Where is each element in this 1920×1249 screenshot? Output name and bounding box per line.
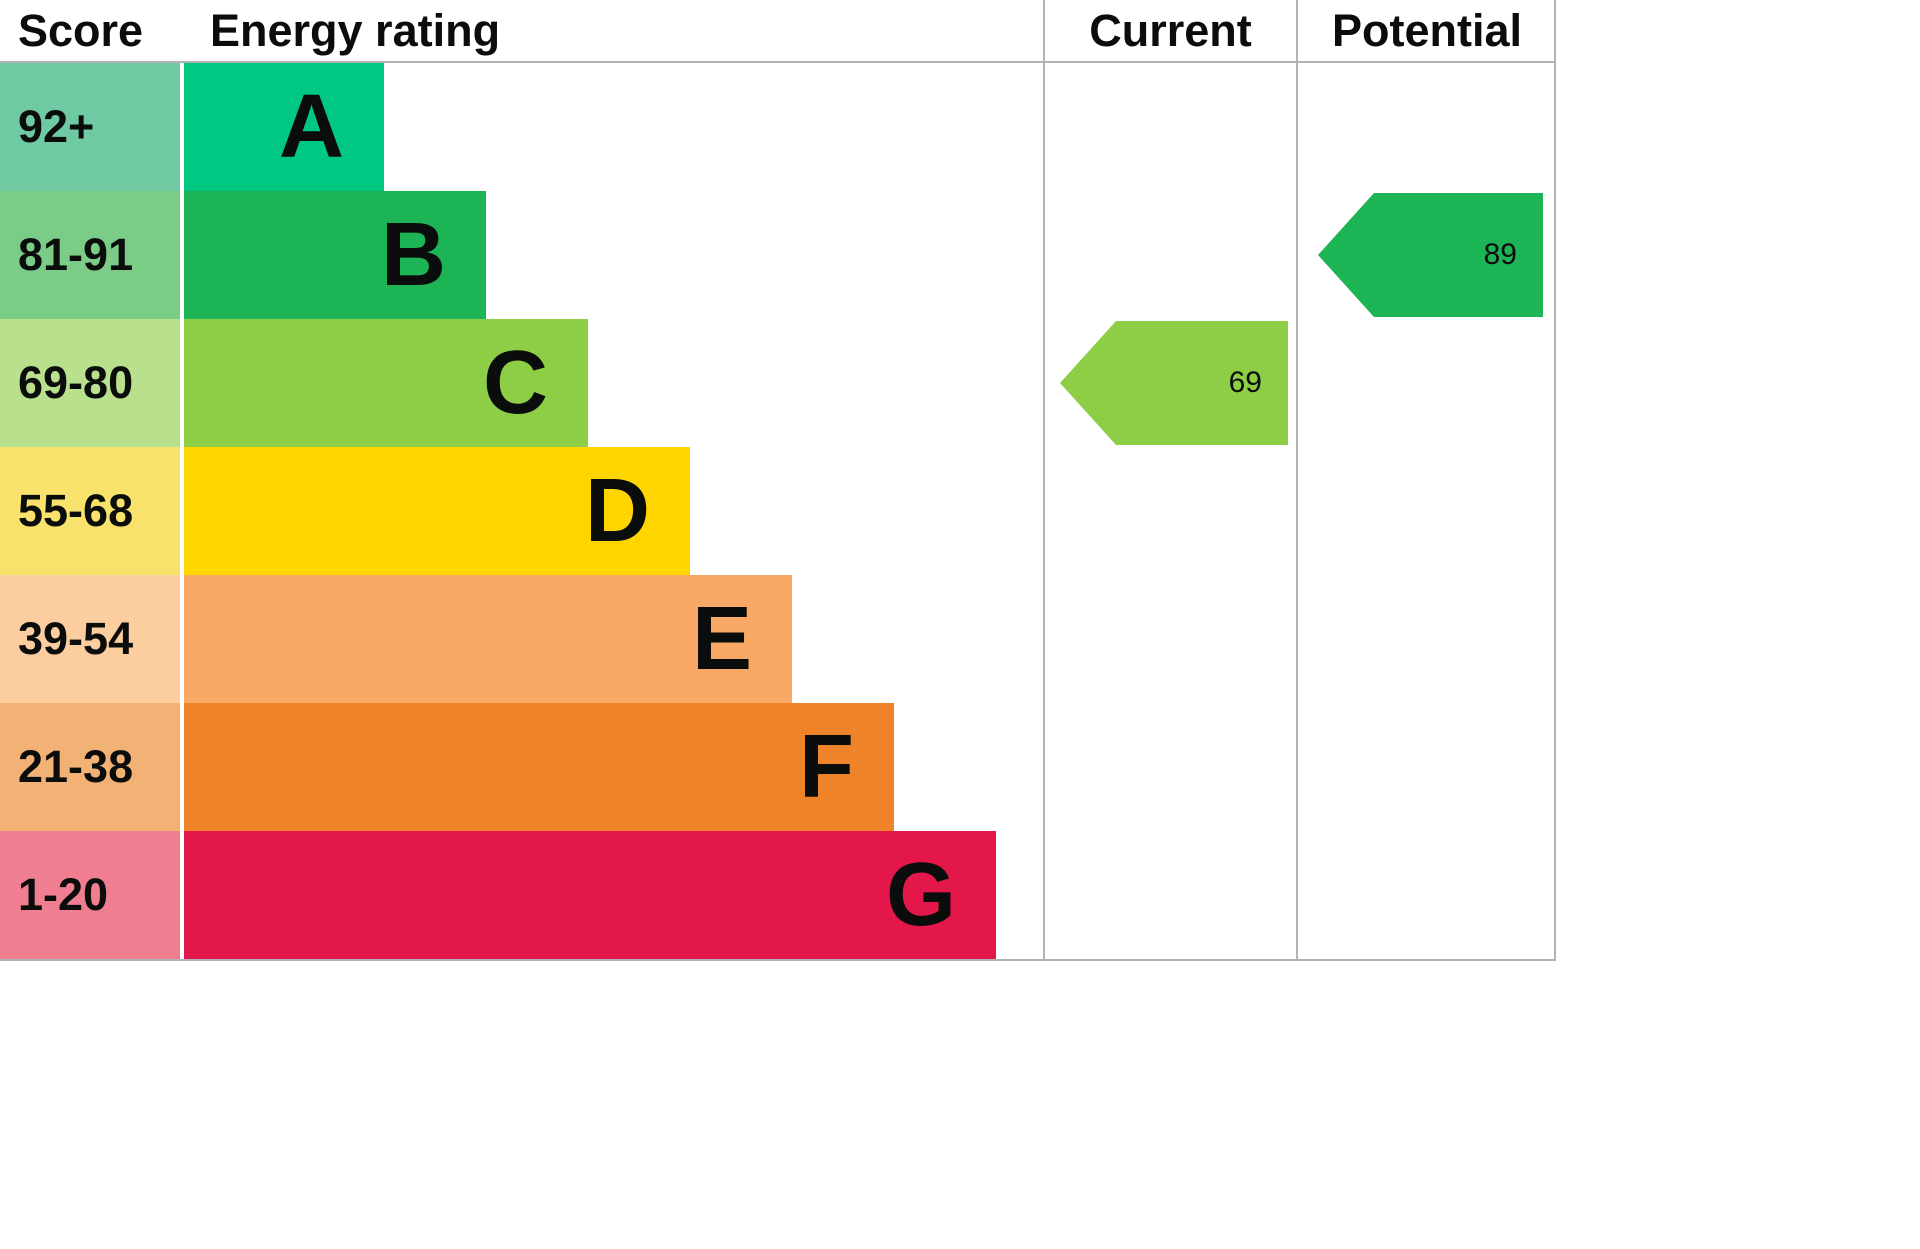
rating-letter-c: C [483,333,548,433]
band-row-c: 69-80 C [0,319,1556,447]
score-range-b: 81-91 [0,191,180,319]
potential-column-divider [1296,0,1298,959]
rating-bar-e: E [184,575,792,703]
energy-rating-column-header: Energy rating [210,5,501,56]
band-row-d: 55-68 D [0,447,1556,575]
potential-rating-value: 89 [1483,238,1517,271]
score-range-e: 39-54 [0,575,180,703]
rating-letter-f: F [799,717,854,817]
band-row-a: 92+ A [0,63,1556,191]
potential-rating-arrow: 89 [1318,193,1543,317]
chart-header: Score Energy rating Current Potential [0,0,1556,63]
score-range-f: 21-38 [0,703,180,831]
rating-letter-a: A [279,77,344,177]
rating-letter-e: E [691,589,752,689]
band-row-e: 39-54 E [0,575,1556,703]
right-border-line [1554,0,1556,959]
potential-column-header: Potential [1331,5,1523,56]
epc-rating-chart: Score Energy rating Current Potential 92… [0,0,1556,961]
score-column-header: Score [18,5,144,56]
current-rating-value: 69 [1228,366,1262,399]
current-rating-arrow: 69 [1060,321,1288,445]
rating-bar-a: A [184,63,384,191]
bottom-border-line [0,959,1556,961]
current-column-divider [1043,0,1045,959]
rating-bar-b: B [184,191,486,319]
rating-bar-f: F [184,703,894,831]
score-range-c: 69-80 [0,319,180,447]
rating-bar-g: G [184,831,996,959]
rating-letter-g: G [885,845,956,945]
rating-letter-d: D [585,461,650,561]
band-row-b: 81-91 B [0,191,1556,319]
score-range-d: 55-68 [0,447,180,575]
band-row-f: 21-38 F [0,703,1556,831]
score-range-g: 1-20 [0,831,180,959]
band-row-g: 1-20 G [0,831,1556,959]
score-range-a: 92+ [0,63,180,191]
rating-letter-b: B [381,205,446,305]
current-column-header: Current [1089,5,1252,56]
rating-bar-c: C [184,319,588,447]
rating-bar-d: D [184,447,690,575]
